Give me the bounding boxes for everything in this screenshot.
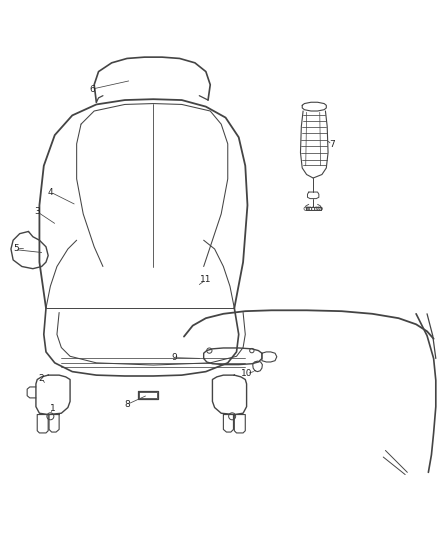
Text: 10: 10: [241, 369, 252, 378]
Text: 5: 5: [14, 244, 20, 253]
Text: 1: 1: [49, 405, 56, 414]
Text: 8: 8: [124, 400, 130, 409]
Text: 6: 6: [89, 85, 95, 94]
Text: 4: 4: [48, 188, 53, 197]
Text: 11: 11: [200, 275, 212, 284]
Text: 3: 3: [34, 207, 40, 216]
Text: 2: 2: [39, 374, 44, 383]
Text: 7: 7: [329, 140, 335, 149]
Text: 9: 9: [171, 353, 177, 362]
